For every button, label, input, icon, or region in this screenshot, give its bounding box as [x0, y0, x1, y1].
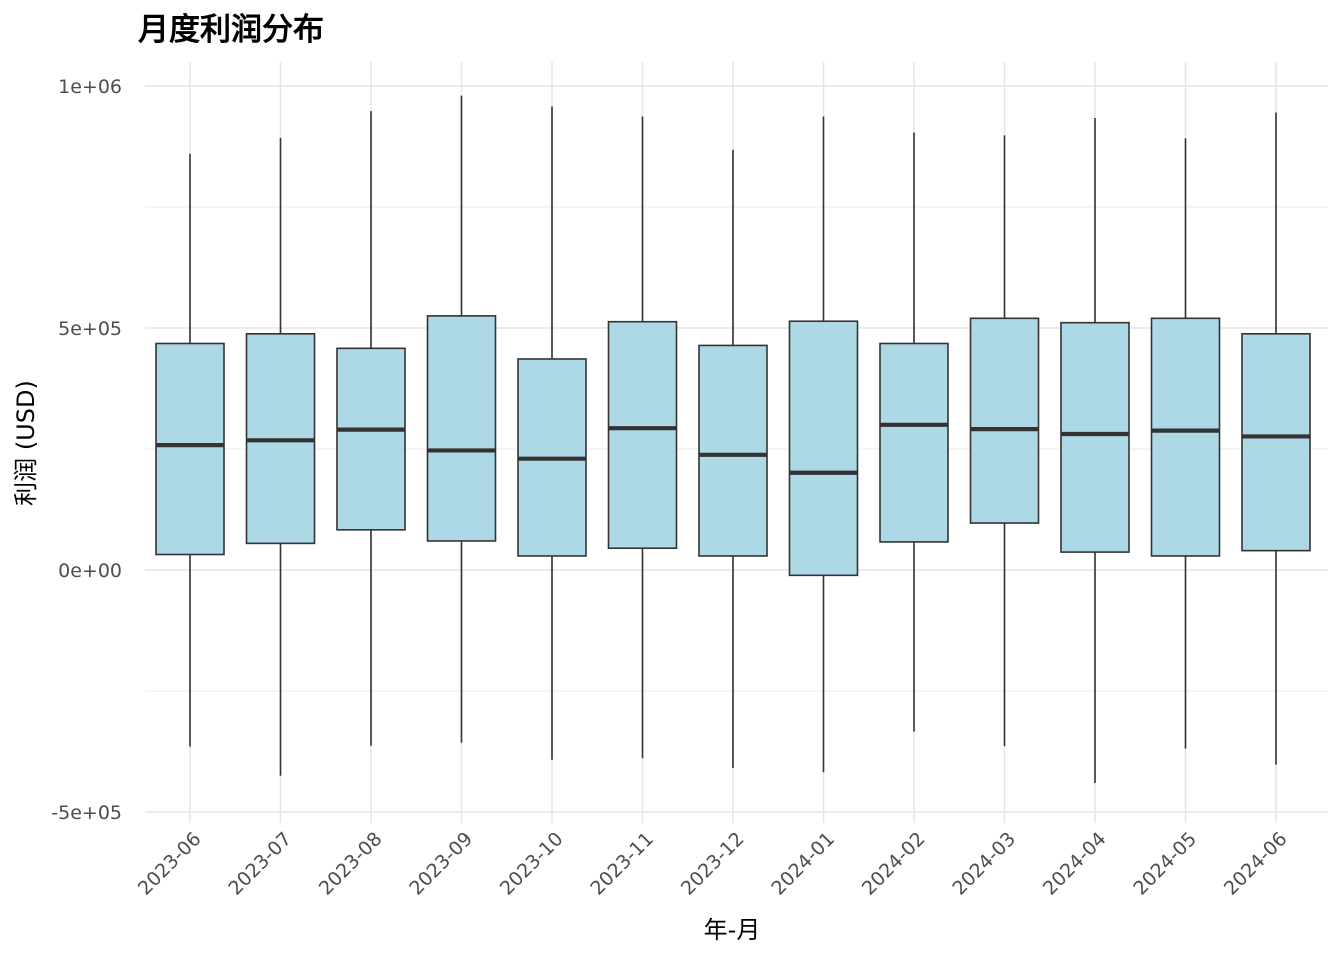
box-2023-12 — [698, 149, 768, 768]
box-iqr — [698, 344, 768, 557]
box-iqr — [969, 317, 1040, 524]
box-2024-04 — [1060, 117, 1130, 783]
box-2024-01 — [788, 116, 859, 773]
box-iqr — [155, 342, 225, 556]
box-2023-06 — [155, 153, 225, 747]
y-tick-label: 5e+05 — [58, 318, 122, 340]
box-2023-08 — [336, 111, 406, 746]
box-iqr — [879, 342, 949, 543]
box-iqr — [1241, 333, 1311, 552]
box-2023-11 — [607, 116, 678, 759]
box-iqr — [336, 347, 406, 531]
box-iqr — [426, 315, 497, 542]
box-2024-02 — [879, 132, 949, 732]
box-iqr — [1150, 317, 1221, 557]
box-2024-03 — [969, 135, 1040, 747]
box-2023-09 — [426, 95, 497, 743]
box-2024-06 — [1241, 112, 1311, 765]
box-series — [155, 95, 1311, 783]
y-axis-ticks: -5e+05 0e+00 5e+05 1e+06 — [51, 76, 122, 824]
box-iqr — [607, 320, 678, 550]
y-tick-label: 0e+00 — [58, 560, 122, 582]
chart-title: 月度利润分布 — [138, 12, 324, 48]
y-tick-label: -5e+05 — [51, 802, 122, 824]
y-axis-label: 利润 (USD) — [12, 380, 40, 506]
box-2023-10 — [517, 106, 587, 760]
box-iqr — [788, 320, 859, 577]
box-2023-07 — [245, 137, 316, 776]
box-iqr — [1060, 321, 1130, 553]
y-tick-label: 1e+06 — [58, 76, 122, 98]
box-2024-05 — [1150, 138, 1221, 749]
x-axis-label: 年-月 — [704, 916, 761, 944]
